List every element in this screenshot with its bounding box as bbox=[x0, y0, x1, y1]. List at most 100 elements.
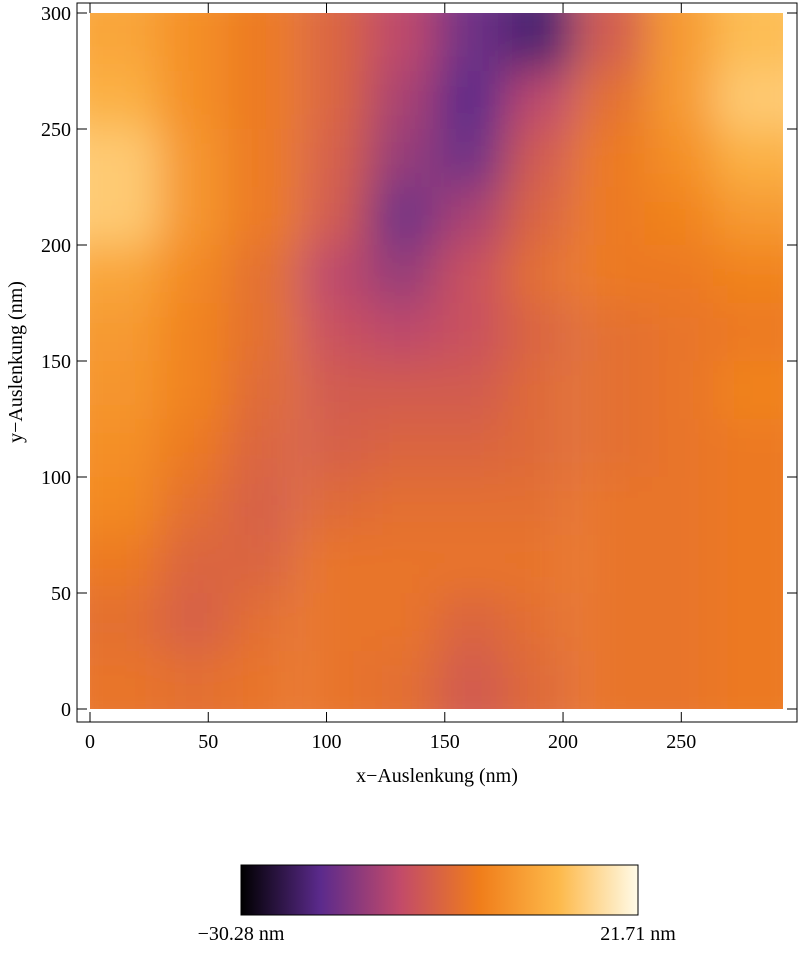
heatmap-cell bbox=[159, 129, 229, 188]
heatmap-cell bbox=[90, 419, 161, 478]
heatmap-cell bbox=[367, 361, 437, 420]
heatmap-cell bbox=[228, 13, 298, 72]
y-tick-label: 250 bbox=[41, 119, 71, 141]
heatmap-cell bbox=[644, 13, 714, 72]
heatmap-cell bbox=[228, 477, 298, 536]
x-tick-label: 100 bbox=[312, 731, 342, 753]
heatmap-cell bbox=[644, 129, 714, 188]
heatmap-cell bbox=[90, 245, 161, 304]
heatmap-cell bbox=[713, 651, 783, 709]
heatmap-cell bbox=[436, 245, 506, 304]
x-tick-label: 50 bbox=[198, 731, 218, 753]
heatmap-cell bbox=[576, 71, 646, 130]
heatmap-cell bbox=[90, 361, 161, 420]
heatmap-cell bbox=[713, 187, 783, 246]
heatmap-cell bbox=[505, 419, 575, 478]
heatmap-cell bbox=[713, 419, 783, 478]
heatmap-cell bbox=[228, 303, 298, 362]
heatmap-cell bbox=[505, 71, 575, 130]
heatmap-cell bbox=[228, 419, 298, 478]
heatmap-cell bbox=[713, 71, 783, 130]
heatmap-cell bbox=[576, 419, 646, 478]
heatmap-cell bbox=[576, 593, 646, 652]
heatmap-cell bbox=[228, 361, 298, 420]
heatmap-cell bbox=[505, 245, 575, 304]
heatmap-cell bbox=[299, 245, 369, 304]
heatmap-cell bbox=[436, 593, 506, 652]
heatmap-cell bbox=[436, 651, 506, 709]
heatmap-cell bbox=[505, 361, 575, 420]
heatmap-cell bbox=[159, 651, 229, 709]
heatmap-cell bbox=[644, 419, 714, 478]
heatmap-cell bbox=[299, 71, 369, 130]
heatmap-cell bbox=[367, 477, 437, 536]
heatmap-cell bbox=[159, 477, 229, 536]
heatmap-cell bbox=[576, 245, 646, 304]
heatmap-cell bbox=[505, 535, 575, 594]
heatmap-cell bbox=[367, 13, 437, 72]
heatmap-cell bbox=[367, 245, 437, 304]
heatmap-cell bbox=[576, 129, 646, 188]
heatmap-cell bbox=[436, 419, 506, 478]
heatmap-cell bbox=[505, 651, 575, 709]
heatmap-cell bbox=[90, 13, 161, 72]
heatmap-cell bbox=[644, 187, 714, 246]
heatmap-cell bbox=[644, 651, 714, 709]
heatmap-cell bbox=[644, 303, 714, 362]
heatmap-cell bbox=[90, 187, 161, 246]
heatmap-cell bbox=[576, 361, 646, 420]
colorbar-label: −30.28 nm bbox=[198, 923, 285, 945]
heatmap-cell bbox=[713, 535, 783, 594]
heatmap-cell bbox=[299, 593, 369, 652]
frame bbox=[76, 2, 798, 723]
heatmap-cell bbox=[228, 187, 298, 246]
heatmap-cell bbox=[576, 651, 646, 709]
heatmap-cell bbox=[713, 477, 783, 536]
heatmap-cell bbox=[576, 303, 646, 362]
heatmap-cell bbox=[367, 303, 437, 362]
x-tick-label: 0 bbox=[85, 731, 95, 753]
heatmap-cell bbox=[367, 593, 437, 652]
heatmap-cell bbox=[505, 477, 575, 536]
heatmap-cell bbox=[505, 303, 575, 362]
heatmap-cell bbox=[436, 187, 506, 246]
heatmap-cell bbox=[436, 71, 506, 130]
heatmap-cell bbox=[299, 129, 369, 188]
heatmap-cell bbox=[299, 361, 369, 420]
heatmap-cell bbox=[576, 13, 646, 72]
heatmap-cell bbox=[436, 13, 506, 72]
heatmap-cell bbox=[159, 361, 229, 420]
heatmap-cell bbox=[644, 593, 714, 652]
heatmap-cell bbox=[299, 651, 369, 709]
heatmap-cell bbox=[299, 13, 369, 72]
heatmap-cell bbox=[299, 303, 369, 362]
heatmap-cell bbox=[228, 593, 298, 652]
heatmap-cell bbox=[159, 535, 229, 594]
heatmap-cell bbox=[436, 535, 506, 594]
heatmap-cell bbox=[159, 13, 229, 72]
heatmap-cell bbox=[576, 187, 646, 246]
heatmap-cell bbox=[644, 477, 714, 536]
heatmap-cell bbox=[90, 593, 161, 652]
x-tick-label: 150 bbox=[430, 731, 460, 753]
heatmap-cell bbox=[713, 303, 783, 362]
heatmap-cell bbox=[644, 245, 714, 304]
colorbar-label: 21.71 nm bbox=[600, 923, 676, 945]
heatmap-cell bbox=[159, 187, 229, 246]
heatmap-cell bbox=[90, 535, 161, 594]
heatmap-cell bbox=[159, 593, 229, 652]
heatmap-cell bbox=[644, 535, 714, 594]
heatmap-cell bbox=[367, 535, 437, 594]
heatmap-cell bbox=[90, 651, 161, 709]
heatmap-cell bbox=[159, 419, 229, 478]
heatmap-cell bbox=[505, 593, 575, 652]
heatmap-cell bbox=[505, 129, 575, 188]
y-tick-label: 100 bbox=[41, 467, 71, 489]
heatmap-cell bbox=[644, 361, 714, 420]
heatmap-cell bbox=[90, 477, 161, 536]
y-tick-label: 50 bbox=[51, 583, 71, 605]
heatmap-cell bbox=[367, 129, 437, 188]
heatmap-cell bbox=[228, 245, 298, 304]
heatmap-cell bbox=[436, 129, 506, 188]
